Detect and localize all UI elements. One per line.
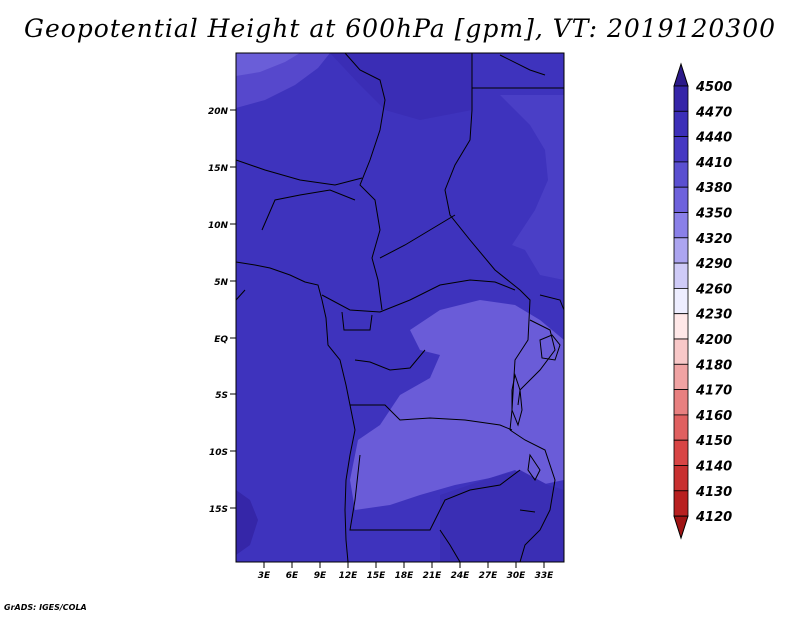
colorbar-label: 4380 [695, 181, 732, 196]
lon-label: 15E [367, 571, 387, 581]
colorbar-swatch [673, 262, 689, 289]
map-frame [235, 52, 565, 563]
lon-label: 3E [258, 571, 271, 581]
colorbar-swatch [673, 110, 689, 138]
colorbar-label: 4350 [695, 207, 732, 222]
lat-axis: 20N 15N 10N 5N EQ 5S 10S 15S [208, 107, 236, 515]
colorbar-swatch [673, 389, 689, 416]
contour-region-southeast [440, 470, 564, 562]
colorbar-swatch [673, 85, 689, 112]
contour-region-southwest [236, 490, 258, 555]
lon-label: 6E [286, 571, 299, 581]
lat-label: 5N [214, 278, 228, 288]
colorbar-swatch [673, 287, 689, 315]
colorbar-swatch [673, 212, 689, 239]
colorbar-label: 4410 [695, 156, 732, 171]
colorbar: 4500 4470 4440 4410 4380 4350 4320 4290 4260 4230… [673, 62, 732, 540]
colorbar-bottom-arrow [673, 515, 689, 540]
lon-label: 24E [451, 571, 471, 581]
lon-label: 21E [423, 571, 443, 581]
contour-region-east [500, 95, 564, 280]
colorbar-swatch [673, 161, 689, 188]
colorbar-label: 4290 [695, 257, 732, 272]
lakes [511, 334, 561, 513]
lon-label: 9E [314, 571, 327, 581]
colorbar-swatch [673, 136, 689, 163]
colorbar-swatch [673, 313, 689, 340]
colorbar-label: 4140 [695, 460, 732, 475]
colorbar-label: 4120 [695, 510, 732, 525]
lon-label: 12E [339, 571, 359, 581]
country-borders [236, 53, 564, 562]
colorbar-label: 4320 [695, 232, 732, 247]
colorbar-label: 4180 [695, 358, 732, 373]
lat-label: 20N [208, 107, 229, 117]
lon-axis: 3E 6E 9E 12E 15E 18E 21E 24E 27E 30E 33E [258, 562, 554, 581]
map-panel [236, 53, 564, 562]
contour-region-north [330, 53, 472, 120]
lat-label: 5S [215, 391, 228, 401]
lat-label: 10S [209, 448, 228, 458]
colorbar-label: 4440 [695, 131, 732, 146]
colorbar-top-arrow [673, 62, 689, 87]
colorbar-swatch [673, 363, 689, 390]
colorbar-label: 4260 [695, 282, 732, 297]
lat-label: 15S [209, 505, 228, 515]
colorbar-label: 4230 [695, 308, 732, 323]
colorbar-swatch [673, 490, 689, 517]
lon-label: 30E [507, 571, 527, 581]
colorbar-label: 4170 [695, 384, 732, 399]
lat-label: 10N [208, 221, 229, 231]
contour-region-central [350, 300, 564, 510]
lon-label: 33E [535, 571, 555, 581]
lat-label: EQ [214, 335, 228, 345]
colorbar-label: 4130 [695, 485, 732, 500]
colorbar-label: 4500 [695, 80, 732, 95]
colorbar-swatch [673, 186, 689, 213]
credit-text: GrADS: IGES/COLA [4, 603, 87, 612]
colorbar-swatch [673, 237, 689, 264]
contour-region-nw-2 [236, 53, 300, 76]
colorbar-label: 4470 [695, 105, 732, 120]
colorbar-swatch [673, 338, 689, 365]
lon-label: 27E [479, 571, 499, 581]
lon-label: 18E [395, 571, 415, 581]
colorbar-swatch [673, 414, 689, 441]
colorbar-label: 4160 [695, 409, 732, 424]
colorbar-swatch [673, 465, 689, 492]
colorbar-swatch [673, 439, 689, 466]
lat-label: 15N [208, 164, 229, 174]
colorbar-label: 4150 [695, 434, 732, 449]
map-title: Geopotential Height at 600hPa [gpm], VT:… [23, 14, 777, 43]
colorbar-label: 4200 [695, 333, 732, 348]
